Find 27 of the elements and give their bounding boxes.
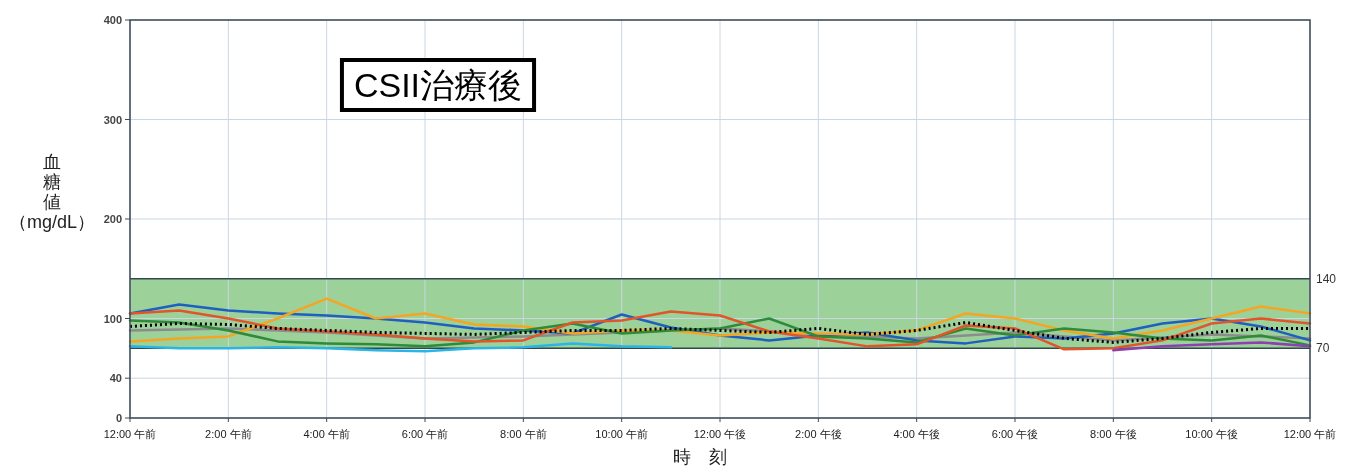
x-tick-label: 8:00 午前 [500, 428, 547, 440]
y-tick-label: 400 [103, 14, 122, 26]
x-tick-label: 10:00 午前 [595, 428, 648, 440]
x-tick-label: 8:00 午後 [1090, 428, 1137, 440]
x-tick-label: 2:00 午前 [205, 428, 252, 440]
line-series [1112, 341, 1312, 352]
x-tick-label: 4:00 午前 [303, 428, 350, 440]
x-tick-label: 2:00 午後 [795, 428, 842, 440]
x-tick-label: 12:00 午前 [1283, 428, 1337, 440]
line-series [128, 342, 673, 353]
ref-line-label: 70 [1316, 341, 1330, 356]
y-tick-label: 100 [103, 312, 122, 325]
x-tick-label: 10:00 午後 [1185, 428, 1238, 440]
y-tick-label: 300 [103, 113, 122, 126]
ref-line-label: 140 [1316, 271, 1337, 286]
y-axis-title: 血糖値（mg/dL） [8, 152, 96, 232]
y-tick-label: 0 [115, 412, 122, 424]
text: CSII治療後 [353, 66, 523, 104]
x-tick-label: 4:00 午後 [893, 428, 940, 440]
x-tick-label: 12:00 午前 [103, 428, 157, 440]
y-tick-label: 200 [103, 213, 122, 225]
x-tick-label: 6:00 午前 [401, 428, 449, 440]
line-series [128, 309, 1312, 351]
x-tick-label: 12:00 午後 [693, 428, 747, 440]
y-tick-label: 40 [109, 372, 122, 385]
x-tick-label: 6:00 午後 [991, 428, 1039, 440]
x-axis-title: 時 刻 [673, 447, 727, 467]
